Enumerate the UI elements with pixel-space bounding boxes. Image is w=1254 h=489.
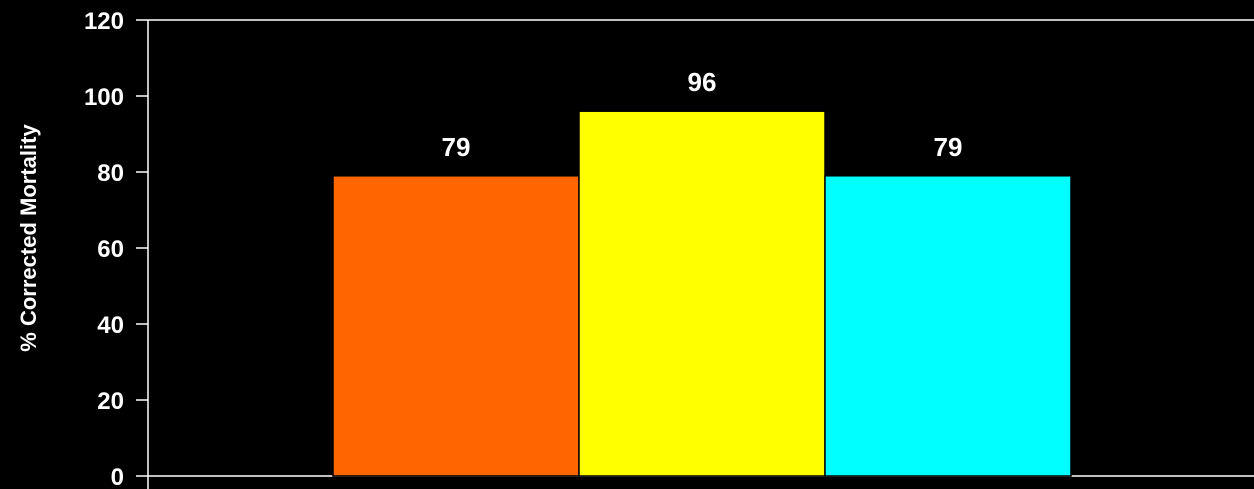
y-tick-label: 20: [97, 388, 124, 415]
bar-data-label: 96: [688, 67, 717, 97]
y-tick-label: 80: [97, 160, 124, 187]
y-axis-label: % Corrected Mortality: [16, 124, 41, 352]
bar: [578, 110, 826, 477]
bar: [332, 175, 580, 477]
y-tick-label: 100: [84, 84, 124, 111]
bars-layer: [332, 110, 1072, 477]
bar-data-label: 79: [442, 132, 471, 162]
y-tick-label: 0: [111, 464, 124, 489]
y-tick-label: 120: [84, 8, 124, 35]
labels-layer: 79 96 79: [442, 67, 963, 162]
bar: [824, 175, 1072, 477]
bar-data-label: 79: [934, 132, 963, 162]
y-tick-label: 60: [97, 236, 124, 263]
y-tick-label: 40: [97, 312, 124, 339]
